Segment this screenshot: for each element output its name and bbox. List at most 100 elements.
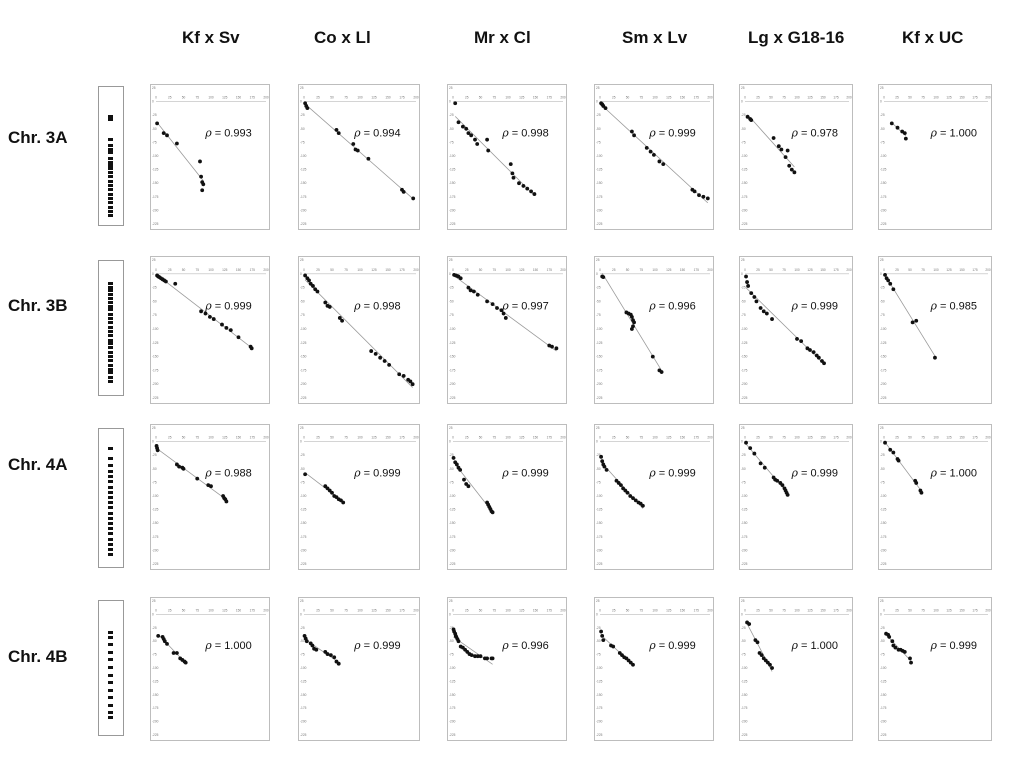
- y-tick-label: -25: [300, 626, 305, 630]
- data-point: [332, 655, 337, 660]
- x-tick-label: 75: [921, 608, 925, 612]
- x-tick-label: 50: [908, 96, 912, 100]
- chromosome-marker: [108, 553, 113, 557]
- x-tick-label: 0: [452, 608, 454, 612]
- y-tick-label: -125: [741, 508, 748, 512]
- y-tick-label: -125: [152, 679, 159, 683]
- data-point: [768, 662, 772, 667]
- y-tick-label: -175: [449, 368, 456, 372]
- y-tick-label: -175: [300, 706, 307, 710]
- data-point: [908, 656, 912, 661]
- x-tick-label: 50: [330, 96, 334, 100]
- data-point: [625, 490, 630, 495]
- x-tick-label: 75: [639, 268, 643, 272]
- y-tick-label: -100: [596, 327, 603, 331]
- x-tick-label: 25: [756, 268, 760, 272]
- chromosome-marker: [108, 170, 113, 174]
- data-point: [604, 467, 609, 472]
- data-point: [199, 174, 203, 179]
- y-tick-label: -25: [449, 453, 454, 457]
- x-tick-label: 100: [652, 608, 658, 612]
- x-tick-label: 0: [303, 96, 305, 100]
- scatter-chart: 0 25 50 75 100 125 150 175 200 25 0 -25 -50 -75 -100 -1…: [150, 424, 270, 570]
- data-point: [490, 510, 495, 515]
- chromosome-marker: [108, 320, 113, 324]
- y-tick-label: -200: [596, 548, 603, 552]
- data-point: [770, 666, 774, 670]
- data-point: [601, 275, 606, 280]
- x-tick-label: 75: [921, 436, 925, 440]
- y-tick-label: -75: [596, 653, 601, 657]
- y-tick-label: -50: [741, 467, 746, 471]
- x-tick-label: 75: [492, 436, 496, 440]
- chromosome-marker: [108, 143, 113, 147]
- x-tick-label: 175: [833, 96, 839, 100]
- chromosome-marker: [108, 376, 113, 380]
- rho-symbol: ρ: [648, 467, 656, 480]
- y-tick-label: -150: [741, 355, 748, 359]
- x-tick-label: 75: [639, 608, 643, 612]
- x-tick-label: 0: [744, 436, 746, 440]
- x-tick-label: 150: [236, 96, 242, 100]
- y-tick-label: 0: [596, 100, 598, 104]
- rho-symbol: ρ: [790, 467, 798, 480]
- scatter-chart: 0 25 50 75 100 125 150 175 200 25 0 -25 -50 -75 -100 -1…: [594, 84, 714, 230]
- x-tick-label: 75: [921, 268, 925, 272]
- y-tick-label: -75: [880, 313, 885, 317]
- y-tick-label: -225: [741, 396, 748, 400]
- data-point: [224, 325, 229, 330]
- y-tick-label: -100: [152, 666, 159, 670]
- y-tick-label: -100: [596, 494, 603, 498]
- chart-frame: [150, 256, 270, 404]
- y-tick-label: -225: [741, 562, 748, 566]
- y-tick-label: -50: [596, 127, 601, 131]
- data-point: [554, 346, 559, 351]
- x-tick-label: 0: [303, 436, 305, 440]
- data-point: [799, 339, 804, 344]
- y-tick-label: -125: [741, 679, 748, 683]
- data-point: [759, 653, 764, 658]
- y-tick-label: 25: [300, 426, 304, 430]
- x-tick-label: 0: [883, 608, 885, 612]
- y-tick-label: -175: [300, 195, 307, 199]
- data-point: [888, 281, 893, 286]
- scatter-panel: 0 25 50 75 100 125 150 175 200 25 0 -25 -50 -75 -100 -1…: [150, 84, 270, 230]
- data-point: [890, 639, 895, 644]
- chart-frame: [739, 84, 853, 230]
- rho-symbol: ρ: [204, 299, 212, 312]
- chromosome-marker: [108, 285, 113, 289]
- chromosome-marker: [108, 470, 113, 473]
- data-point: [173, 281, 178, 286]
- chromosome-marker: [108, 206, 113, 209]
- y-tick-label: 0: [596, 440, 598, 444]
- x-tick-label: 175: [833, 268, 839, 272]
- data-point: [155, 448, 160, 453]
- chart-frame: [739, 256, 853, 404]
- y-tick-label: -150: [152, 355, 159, 359]
- x-tick-label: 175: [399, 436, 405, 440]
- scatter-panel: 0 25 50 75 100 125 150 175 200 25 0 -25 -50 -75 -100 -1…: [739, 424, 853, 570]
- x-tick-label: 100: [933, 96, 939, 100]
- x-tick-label: 25: [612, 96, 616, 100]
- data-point: [632, 133, 636, 138]
- x-tick-label: 25: [465, 96, 469, 100]
- chromosome-marker: [108, 308, 113, 312]
- chart-frame: [594, 256, 714, 404]
- chromosome-marker: [108, 696, 113, 700]
- chart-frame: [447, 84, 567, 230]
- data-point: [490, 656, 495, 661]
- y-tick-label: -225: [152, 562, 159, 566]
- y-tick-label: 0: [300, 612, 302, 616]
- y-tick-label: -25: [152, 286, 157, 290]
- y-tick-label: -75: [596, 480, 601, 484]
- y-tick-label: -100: [300, 327, 307, 331]
- chromosome-marker: [108, 666, 113, 669]
- rho-label: ρ = 0.996: [501, 639, 549, 652]
- x-tick-label: 0: [599, 96, 601, 100]
- y-tick-label: -125: [880, 168, 887, 172]
- y-tick-label: -75: [449, 480, 454, 484]
- data-point: [631, 662, 635, 667]
- x-tick-label: 200: [263, 608, 269, 612]
- chromosome-marker: [108, 501, 113, 505]
- rho-symbol: ρ: [353, 639, 361, 652]
